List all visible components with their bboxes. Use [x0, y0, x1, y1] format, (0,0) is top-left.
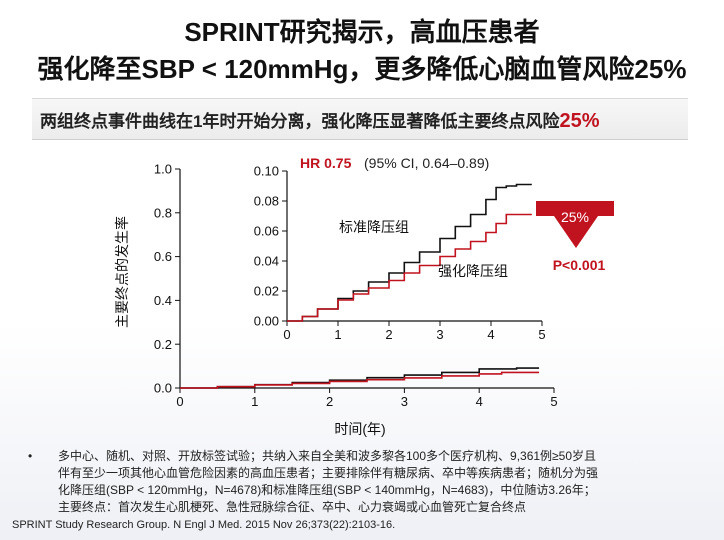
- subtitle-banner: [32, 98, 688, 140]
- main-series-intensive: [180, 371, 540, 389]
- inset-y-tick-label: 0.10: [254, 164, 279, 179]
- inset-y-tick-label: 0.04: [254, 254, 279, 269]
- main-y-tick-label: 0.2: [154, 337, 172, 352]
- main-x-tick-label: 2: [326, 394, 333, 409]
- main-y-tick-label: 0.8: [154, 205, 172, 220]
- inset-x-tick-label: 3: [436, 327, 443, 342]
- inset-x-tick-label: 1: [334, 327, 341, 342]
- inset-series-standard: [287, 183, 532, 322]
- note-line: 主要终点：首次发生心肌梗死、急性冠脉综合征、卒中、心力衰竭或心血管死亡复合终点: [58, 500, 527, 514]
- inset-chart-axes: 0 1 2 3 4 5 0.00 0.02 0.04 0.06 0.08 0.10: [254, 164, 546, 342]
- main-y-tick-label: 1.0: [154, 162, 172, 177]
- main-x-tick-label: 1: [251, 394, 258, 409]
- inset-series-intensive: [287, 213, 532, 322]
- main-series-standard: [180, 367, 540, 389]
- inset-x-tick-label: 5: [538, 327, 545, 342]
- inset-y-tick-label: 0.02: [254, 284, 279, 299]
- main-y-tick-label: 0.4: [154, 293, 172, 308]
- inset-y-tick-label: 0.00: [254, 314, 279, 329]
- reference: SPRINT Study Research Group. N Engl J Me…: [12, 519, 396, 531]
- subtitle: 两组终点事件曲线在1年时开始分离，强化降压显著降低主要终点风险25%: [40, 107, 600, 133]
- p-value: P<0.001: [553, 257, 606, 273]
- subtitle-text: 两组终点事件曲线在1年时开始分离，强化降压显著降低主要终点风险: [40, 112, 560, 131]
- inset-y-tick-label: 0.08: [254, 194, 279, 209]
- inset-x-tick-label: 4: [487, 327, 494, 342]
- main-x-tick-label: 3: [401, 394, 408, 409]
- inset-x-tick-label: 2: [385, 327, 392, 342]
- kaplan-meier-chart: 0 1 2 3 4 50.00.20.40.60.81.0 0 1 2 3 4 50.000.020…: [114, 155, 614, 437]
- note-line: 多中心、随机、对照、开放标签试验；共纳入来自全美和波多黎各100多个医疗机构、9…: [58, 449, 596, 463]
- risk-reduction-arrow: [536, 201, 614, 248]
- hazard-ratio: HR 0.75: [300, 155, 352, 171]
- note-line: 伴有至少一项其他心血管危险因素的高血压患者；主要排除伴有糖尿病、卒中等疾病患者；…: [58, 466, 599, 480]
- y-axis-label: 主要终点的发生率: [114, 216, 130, 328]
- study-notes: • 多中心、随机、对照、开放标签试验；共纳入来自全美和波多黎各100多个医疗机构…: [28, 448, 708, 516]
- note-line: 化降压组(SBP < 120mmHg，N=4678)和标准降压组(SBP < 1…: [58, 483, 596, 497]
- main-y-tick-label: 0.0: [154, 381, 172, 396]
- title-line-2: 强化降至SBP < 120mmHg，更多降低心脑血管风险25%: [37, 54, 687, 84]
- main-x-tick-label: 0: [176, 394, 183, 409]
- legend-intensive: 强化降压组: [438, 263, 508, 279]
- confidence-interval: (95% CI, 0.64–0.89): [364, 155, 489, 171]
- main-x-tick-label: 5: [550, 394, 557, 409]
- inset-x-tick-label: 0: [283, 327, 290, 342]
- arrow-label: 25%: [561, 209, 589, 225]
- main-y-tick-label: 0.6: [154, 249, 172, 264]
- x-axis-label: 时间(年): [334, 421, 385, 437]
- main-chart-axes: 0 1 2 3 4 5 0.0 0.2 0.4 0.6 0.8 1.0: [154, 162, 558, 409]
- title-line-1: SPRINT研究揭示，高血压患者: [184, 17, 540, 47]
- inset-y-tick-label: 0.06: [254, 224, 279, 239]
- bullet-dot: •: [28, 449, 33, 463]
- subtitle-percent: 25%: [559, 110, 600, 132]
- main-x-tick-label: 4: [476, 394, 483, 409]
- legend-standard: 标准降压组: [339, 219, 409, 235]
